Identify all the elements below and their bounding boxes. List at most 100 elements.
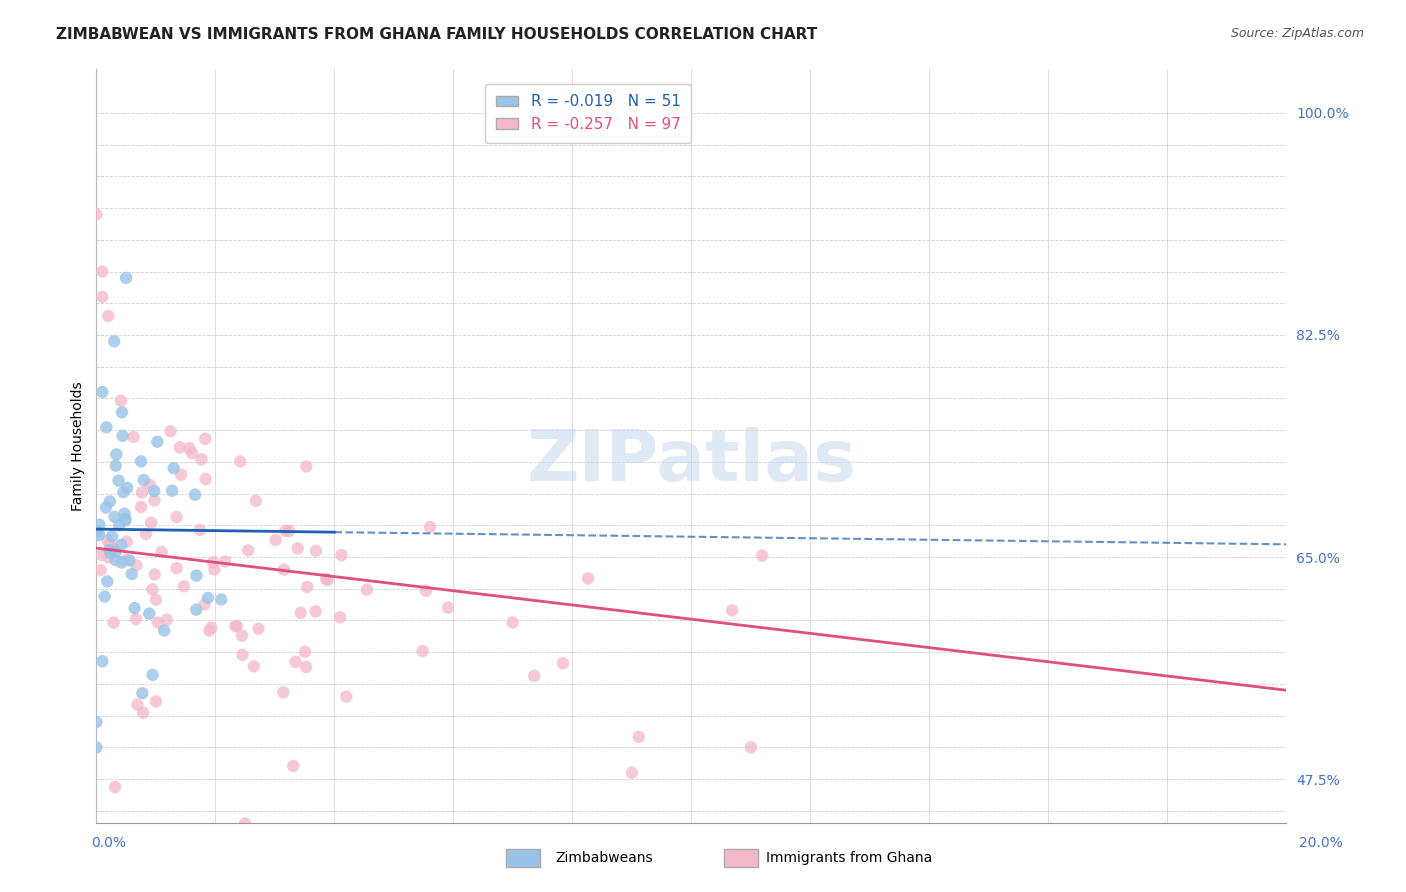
Point bbox=[243, 659, 266, 673]
Point bbox=[114, 507, 136, 521]
Point bbox=[98, 537, 121, 551]
Point bbox=[419, 520, 441, 534]
Point bbox=[145, 592, 167, 607]
Point bbox=[110, 538, 132, 552]
Point bbox=[284, 655, 307, 669]
Point bbox=[110, 393, 132, 408]
Point bbox=[190, 452, 212, 467]
Point bbox=[97, 309, 120, 323]
Point bbox=[104, 458, 127, 473]
Point bbox=[415, 583, 437, 598]
Point bbox=[153, 624, 176, 638]
Point bbox=[576, 572, 599, 586]
Point bbox=[231, 629, 253, 643]
Point bbox=[156, 613, 179, 627]
Point bbox=[523, 669, 546, 683]
Point bbox=[100, 546, 122, 560]
Point bbox=[264, 533, 287, 547]
Point bbox=[353, 822, 375, 837]
Point bbox=[111, 405, 134, 419]
Point bbox=[118, 553, 141, 567]
Point bbox=[146, 434, 169, 449]
Point bbox=[129, 454, 152, 468]
Text: 0.0%: 0.0% bbox=[91, 836, 127, 850]
Point bbox=[315, 572, 337, 586]
Text: 20.0%: 20.0% bbox=[1299, 836, 1343, 850]
Point bbox=[179, 442, 201, 456]
Point bbox=[620, 765, 643, 780]
Point bbox=[247, 622, 270, 636]
Point bbox=[132, 473, 155, 487]
Point bbox=[110, 556, 132, 570]
Point bbox=[159, 425, 181, 439]
Point bbox=[86, 207, 108, 221]
Point bbox=[98, 543, 121, 558]
Point bbox=[143, 567, 166, 582]
Point bbox=[91, 654, 114, 668]
Point bbox=[194, 598, 217, 612]
Point bbox=[86, 714, 108, 729]
Point bbox=[97, 550, 120, 565]
Point bbox=[502, 615, 524, 630]
Point bbox=[295, 660, 318, 674]
Point bbox=[129, 500, 152, 514]
Point bbox=[335, 690, 357, 704]
Point bbox=[231, 648, 253, 662]
Point bbox=[186, 602, 208, 616]
Point bbox=[225, 619, 247, 633]
Point bbox=[173, 579, 195, 593]
Point bbox=[96, 420, 118, 434]
Point bbox=[146, 615, 169, 630]
Point bbox=[127, 698, 149, 712]
Point bbox=[198, 624, 221, 638]
Point bbox=[294, 645, 316, 659]
Point bbox=[329, 610, 352, 624]
Point bbox=[132, 706, 155, 720]
Point bbox=[233, 816, 256, 830]
Point bbox=[111, 429, 134, 443]
Point bbox=[104, 545, 127, 559]
Point bbox=[125, 612, 148, 626]
Point bbox=[209, 592, 232, 607]
Point bbox=[721, 603, 744, 617]
Text: Source: ZipAtlas.com: Source: ZipAtlas.com bbox=[1230, 27, 1364, 40]
Point bbox=[90, 548, 112, 562]
Point bbox=[86, 524, 108, 539]
Point bbox=[98, 494, 121, 508]
Point bbox=[194, 432, 217, 446]
Point bbox=[91, 264, 114, 278]
Point bbox=[101, 541, 124, 556]
Point bbox=[437, 600, 460, 615]
Point bbox=[751, 549, 773, 563]
Point bbox=[91, 290, 114, 304]
Point bbox=[89, 528, 111, 542]
Point bbox=[86, 740, 108, 755]
Text: Immigrants from Ghana: Immigrants from Ghana bbox=[766, 851, 932, 865]
Point bbox=[112, 485, 135, 500]
Point bbox=[297, 580, 319, 594]
Point bbox=[89, 517, 111, 532]
Point bbox=[114, 553, 136, 567]
Point bbox=[96, 574, 118, 589]
Point bbox=[103, 509, 125, 524]
Point bbox=[125, 558, 148, 573]
Point bbox=[166, 561, 188, 575]
Point bbox=[197, 591, 219, 605]
Point bbox=[305, 544, 328, 558]
Point bbox=[273, 563, 295, 577]
Point bbox=[170, 467, 193, 482]
Point bbox=[202, 555, 225, 569]
Point bbox=[224, 619, 246, 633]
Point bbox=[107, 474, 129, 488]
Point bbox=[115, 481, 138, 495]
Text: ZIPatlas: ZIPatlas bbox=[526, 426, 856, 496]
Point bbox=[330, 548, 353, 562]
Point bbox=[295, 459, 318, 474]
Point bbox=[143, 483, 166, 498]
Point bbox=[166, 510, 188, 524]
Text: Zimbabweans: Zimbabweans bbox=[555, 851, 652, 865]
Point bbox=[103, 615, 125, 630]
Point bbox=[304, 604, 326, 618]
Point bbox=[141, 582, 163, 597]
Y-axis label: Family Households: Family Households bbox=[72, 381, 86, 511]
